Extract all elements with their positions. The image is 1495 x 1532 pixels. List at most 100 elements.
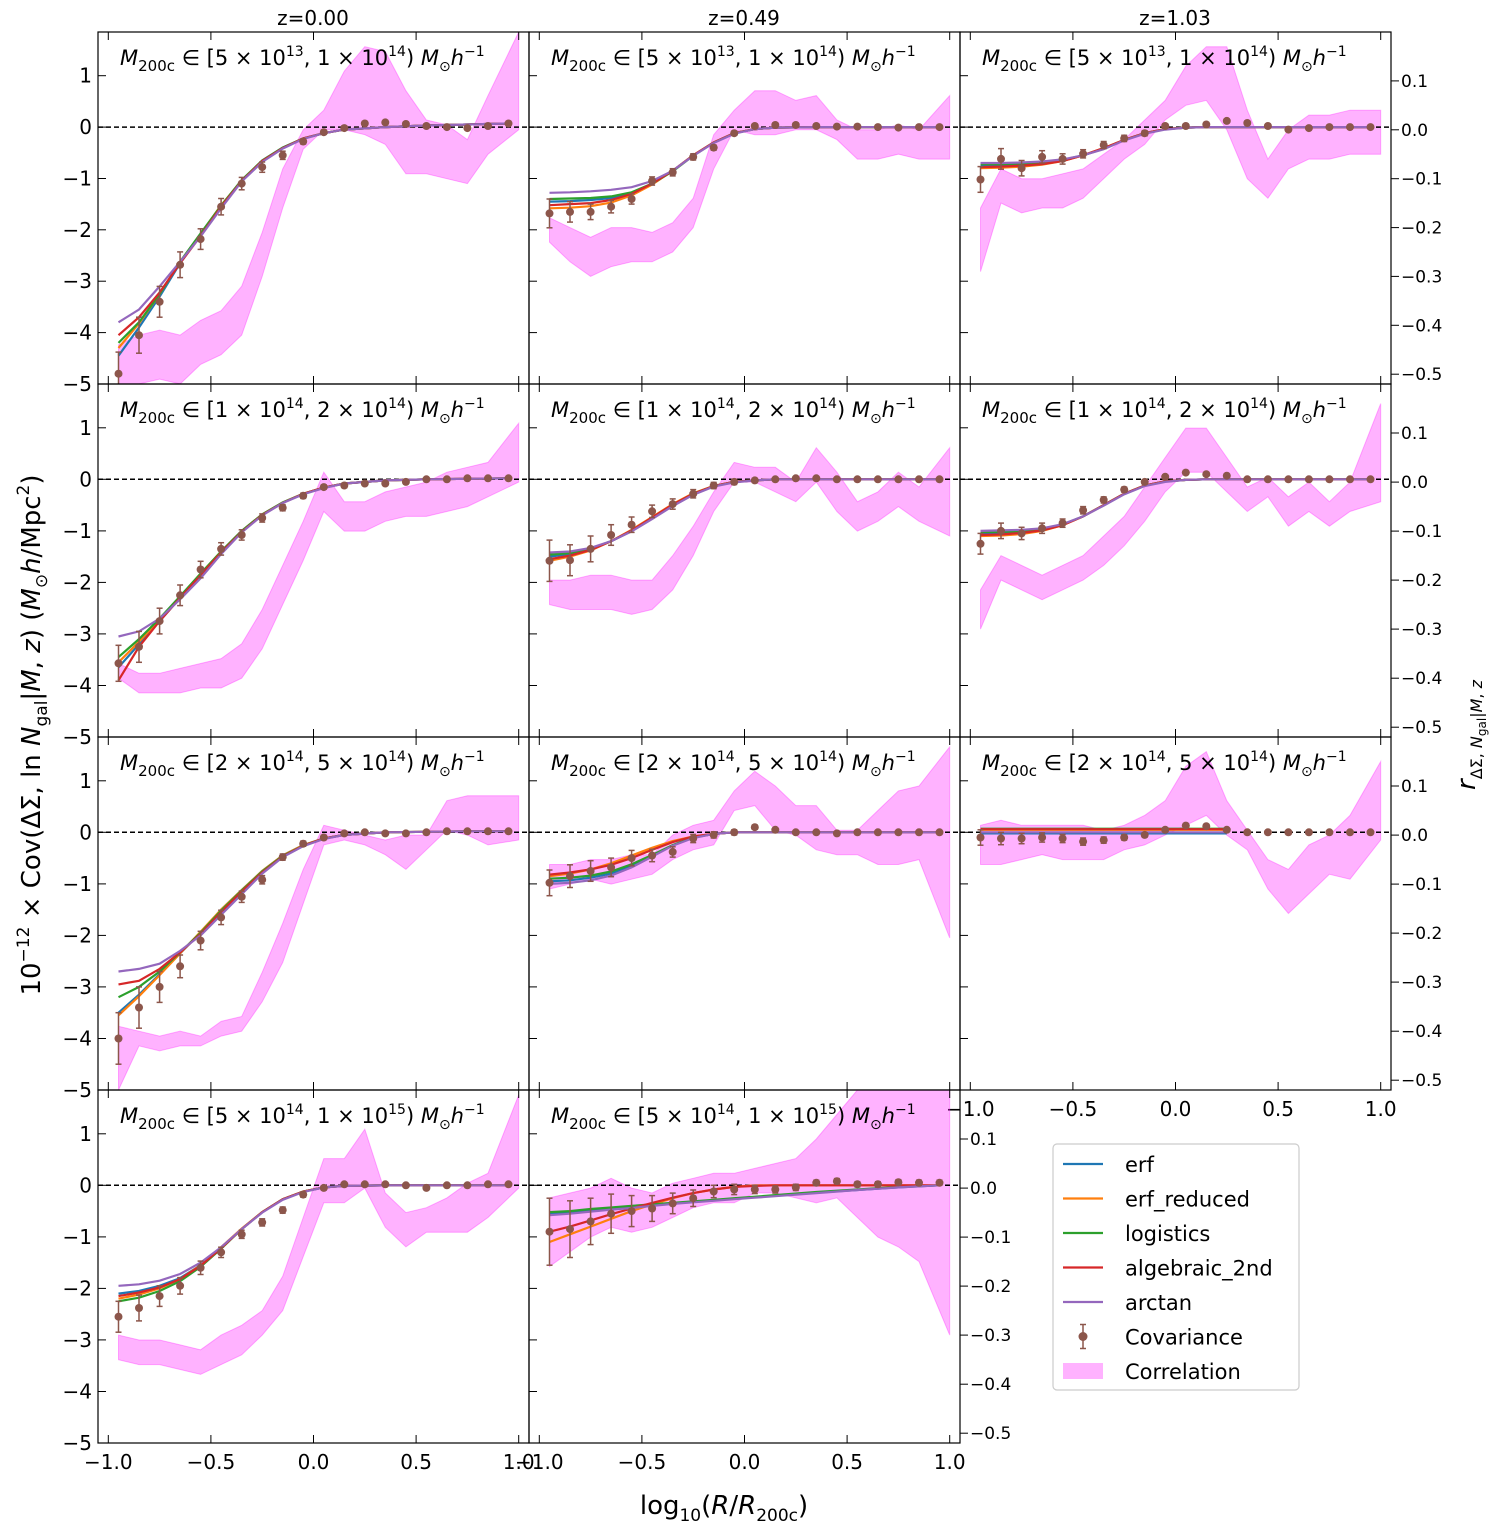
- covariance-point: [997, 522, 1005, 540]
- correlation-band: [118, 32, 520, 384]
- covariance-point: [771, 825, 780, 834]
- panel-r2-c1: M200c ∈ [2 × 1014, 5 × 1014) M⊙h−1: [528, 736, 961, 1091]
- correlation-band: [980, 750, 1382, 915]
- covariance-point: [1243, 828, 1252, 837]
- y-tick-label-right: −0.2: [970, 1277, 1011, 1297]
- covariance-point: [668, 846, 677, 858]
- covariance-point: [1038, 522, 1047, 535]
- covariance-point: [381, 118, 390, 127]
- covariance-point: [299, 1190, 308, 1199]
- covariance-point: [484, 474, 492, 483]
- covariance-point: [1222, 825, 1231, 834]
- column-title-z103: z=1.03: [1139, 6, 1211, 30]
- y-tick-label-right: 0.0: [1401, 826, 1428, 846]
- covariance-point: [1366, 123, 1375, 132]
- covariance-point: [442, 1181, 451, 1190]
- y-tick-label-right: −0.5: [970, 1424, 1011, 1444]
- panel-mass-label: M200c ∈ [1 × 1014, 2 × 1014) M⊙h−1: [120, 396, 485, 427]
- plot-area: [98, 1094, 529, 1375]
- covariance-point: [422, 475, 431, 484]
- covariance-point: [730, 477, 739, 486]
- y-tick-label-right: −0.4: [1401, 669, 1442, 689]
- covariance-point: [1181, 821, 1190, 830]
- panel-r0-c0: 1 0 −1 −2 −3 −4 −5 M200c ∈ [5 × 1013, 1 × 1014)…: [63, 31, 530, 396]
- covariance-point: [791, 121, 800, 129]
- plot-area: [529, 90, 960, 277]
- covariance-point: [607, 857, 616, 878]
- covariance-point: [812, 1178, 821, 1187]
- covariance-point: [1017, 832, 1026, 845]
- correlation-band: [549, 745, 951, 939]
- y-tick-label-right: −0.3: [1401, 267, 1442, 287]
- covariance-point: [873, 475, 882, 484]
- svg-text:10−12 × Cov(ΔΣ, ln Ngal|M, z): 10−12 × Cov(ΔΣ, ln Ngal|M, z) (M⊙h/Mpc2): [14, 474, 52, 995]
- covariance-point: [648, 848, 657, 863]
- covariance-point: [648, 1194, 657, 1223]
- covariance-point: [1161, 472, 1170, 481]
- covariance-point: [1263, 475, 1272, 484]
- covariance-point: [915, 1178, 923, 1187]
- svg-text:rΔΣ, Ngal|M, z: rΔΣ, Ngal|M, z: [1452, 679, 1489, 790]
- plot-area: [529, 1090, 960, 1336]
- covariance-point: [442, 123, 451, 132]
- covariance-point: [155, 607, 164, 635]
- plot-area: [960, 46, 1391, 272]
- covariance-point: [1140, 477, 1149, 486]
- y-tick-label-right: −0.3: [1401, 973, 1442, 993]
- y-tick-label-left: −5: [63, 725, 92, 749]
- y-tick-label-right: −0.1: [1401, 875, 1442, 895]
- y-tick-label-left: −1: [63, 519, 92, 543]
- covariance-point: [1366, 828, 1375, 837]
- covariance-point: [894, 123, 903, 132]
- panel-mass-label: M200c ∈ [1 × 1014, 2 × 1014) M⊙h−1: [551, 396, 916, 427]
- covariance-point: [730, 1183, 739, 1196]
- y-tick-label-left: 1: [79, 1122, 92, 1146]
- legend-label: Correlation: [1125, 1360, 1241, 1384]
- covariance-point: [319, 128, 328, 137]
- y-tick-label-left: −3: [63, 975, 92, 999]
- covariance-point: [1120, 833, 1129, 842]
- y-tick-label-right: −0.4: [970, 1375, 1011, 1395]
- covariance-point: [1366, 475, 1375, 484]
- covariance-point: [668, 167, 677, 177]
- covariance-point: [1017, 526, 1026, 541]
- covariance-point: [155, 1285, 164, 1308]
- covariance-point: [1099, 836, 1108, 845]
- covariance-point: [935, 475, 944, 484]
- y-tick-label-left: −4: [63, 1380, 92, 1404]
- covariance-point: [217, 1246, 226, 1259]
- legend-entry-arctan: arctan: [1063, 1291, 1192, 1315]
- covariance-point: [1099, 495, 1108, 504]
- covariance-point: [340, 1180, 349, 1189]
- panel-mass-label: M200c ∈ [1 × 1014, 2 × 1014) M⊙h−1: [982, 396, 1347, 427]
- x-tick-label: −0.5: [187, 1450, 236, 1474]
- y-tick-label-right: −0.5: [1401, 718, 1442, 738]
- covariance-point: [1222, 471, 1231, 480]
- column-title-z049: z=0.49: [708, 6, 780, 30]
- covariance-point: [627, 516, 636, 534]
- legend-entry-Correlation: Correlation: [1063, 1360, 1241, 1384]
- covariance-point: [812, 122, 821, 130]
- legend-label: Covariance: [1125, 1326, 1243, 1350]
- correlation-band: [118, 1094, 520, 1375]
- y-tick-label-right: −0.1: [1401, 522, 1442, 542]
- covariance-point: [360, 828, 369, 837]
- panel-frame: [528, 383, 961, 738]
- correlation-band: [118, 795, 520, 1090]
- covariance-point: [360, 119, 369, 128]
- covariance-point: [1058, 153, 1067, 165]
- covariance-point: [1263, 828, 1272, 837]
- covariance-point: [299, 839, 308, 848]
- covariance-point: [648, 176, 657, 186]
- panel-r2-c0: 1 0 −1 −2 −3 −4 −5 M200c ∈ [2 × 1014, 5 × 1014)…: [63, 736, 530, 1102]
- panel-mass-label: M200c ∈ [5 × 1013, 1 × 1014) M⊙h−1: [120, 44, 485, 75]
- legend: erf erf_reduced logistics algebraic_2ndarct…: [1052, 1143, 1300, 1391]
- covariance-point: [791, 1183, 800, 1192]
- panel-frame: [97, 1089, 530, 1444]
- covariance-point: [401, 829, 410, 838]
- legend-label: erf_reduced: [1125, 1188, 1250, 1213]
- covariance-point: [750, 1184, 759, 1195]
- covariance-point: [1263, 122, 1272, 130]
- panel-frame: [959, 383, 1392, 738]
